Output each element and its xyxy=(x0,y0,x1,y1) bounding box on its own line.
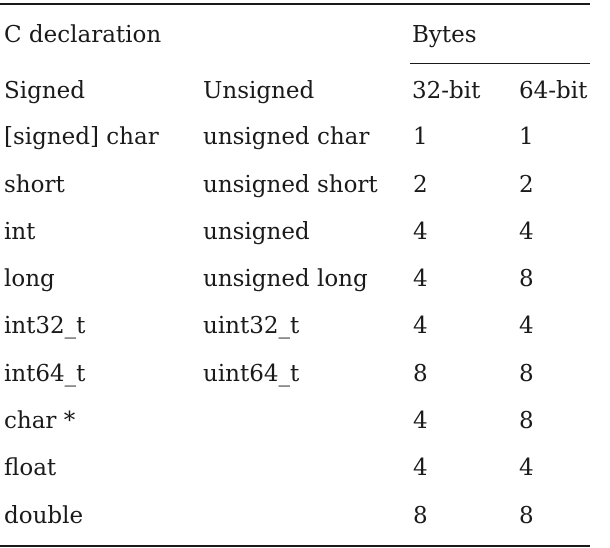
row-5-32bit: 4 xyxy=(413,313,428,339)
row-6-signed: int64_t xyxy=(4,361,86,387)
row-2-64bit: 2 xyxy=(519,172,534,198)
row-3-unsigned: unsigned xyxy=(203,219,310,245)
row-7-32bit: 4 xyxy=(413,408,428,434)
unsigned-column-header: Unsigned xyxy=(203,78,315,104)
row-5-unsigned: uint32_t xyxy=(203,313,300,339)
64bit-column-header: 64-bit xyxy=(519,78,588,104)
row-1-32bit: 1 xyxy=(413,124,428,150)
row-1-signed: [signed] char xyxy=(4,124,159,150)
row-5-signed: int32_t xyxy=(4,313,86,339)
row-8-32bit: 4 xyxy=(413,455,428,481)
row-1-unsigned: unsigned char xyxy=(203,124,370,150)
row-6-unsigned: uint64_t xyxy=(203,361,300,387)
row-4-64bit: 8 xyxy=(519,266,534,292)
row-2-unsigned: unsigned short xyxy=(203,172,378,198)
row-1-64bit: 1 xyxy=(519,124,534,150)
row-4-32bit: 4 xyxy=(413,266,428,292)
row-3-64bit: 4 xyxy=(519,219,534,245)
row-7-signed: char * xyxy=(4,408,76,434)
signed-column-header: Signed xyxy=(4,78,85,104)
row-8-64bit: 4 xyxy=(519,455,534,481)
row-7-64bit: 8 xyxy=(519,408,534,434)
row-3-32bit: 4 xyxy=(413,219,428,245)
row-9-signed: double xyxy=(4,503,84,529)
row-8-signed: float xyxy=(4,455,57,481)
row-2-32bit: 2 xyxy=(413,172,428,198)
row-9-64bit: 8 xyxy=(519,503,534,529)
row-5-64bit: 4 xyxy=(519,313,534,339)
row-2-signed: short xyxy=(4,172,65,198)
32bit-column-header: 32-bit xyxy=(412,78,481,104)
bytes-header-rule xyxy=(410,63,590,64)
declaration-group-header: C declaration xyxy=(4,22,162,48)
row-6-32bit: 8 xyxy=(413,361,428,387)
row-6-64bit: 8 xyxy=(519,361,534,387)
bottom-rule xyxy=(0,545,590,547)
bytes-group-header: Bytes xyxy=(412,22,477,48)
top-rule xyxy=(0,3,590,5)
row-4-unsigned: unsigned long xyxy=(203,266,368,292)
row-4-signed: long xyxy=(4,266,55,292)
row-9-32bit: 8 xyxy=(413,503,428,529)
row-3-signed: int xyxy=(4,219,36,245)
